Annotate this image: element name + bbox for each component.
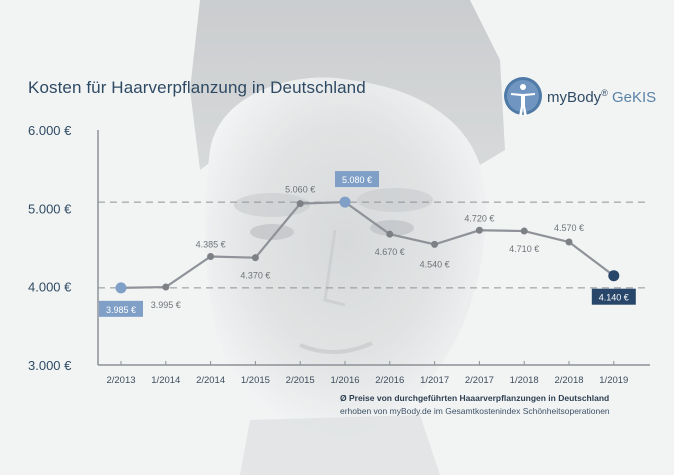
data-point [251, 254, 259, 262]
data-label: 4.710 € [509, 244, 539, 254]
data-point [386, 230, 394, 238]
x-tick-label: 1/2017 [420, 375, 449, 386]
data-label: 4.670 € [375, 247, 405, 257]
x-tick-label: 2/2016 [375, 375, 404, 386]
x-tick-label: 1/2019 [599, 375, 628, 386]
logo-brand: myBody [547, 89, 602, 106]
y-tick-label: 5.000 € [28, 201, 72, 216]
data-label: 4.570 € [554, 223, 584, 233]
y-tick-label: 6.000 € [28, 123, 72, 138]
x-tick-label: 1/2014 [151, 375, 180, 386]
x-tick-label: 2/2015 [286, 375, 315, 386]
data-label: 4.385 € [196, 240, 226, 250]
data-label: 4.540 € [420, 259, 450, 269]
data-point [339, 196, 351, 208]
x-tick-label: 2/2018 [554, 375, 583, 386]
footnote-primary: Ø Preise von durchgeführten Haaarverpfla… [340, 393, 610, 403]
data-label: 4.140 € [599, 293, 629, 303]
x-tick-label: 2/2014 [196, 375, 225, 386]
data-label: 5.060 € [285, 185, 315, 195]
x-tick-label: 2/2017 [465, 375, 494, 386]
x-tick-label: 1/2018 [510, 375, 539, 386]
data-label: 3.985 € [106, 305, 136, 315]
footnote-secondary: erhoben von myBody.de im Gesamtkostenind… [340, 406, 610, 416]
data-point [608, 270, 620, 282]
data-label-box [335, 171, 379, 188]
data-label: 4.370 € [240, 271, 270, 281]
x-tick-label: 2/2013 [106, 375, 135, 386]
data-point [115, 282, 127, 294]
x-tick-label: 1/2015 [241, 375, 270, 386]
logo-registered-mark: ® [601, 88, 608, 98]
logo-suffix: GeKIS [612, 89, 657, 106]
data-label-box [591, 288, 636, 305]
data-label: 3.995 € [151, 300, 181, 310]
series-line [120, 200, 615, 289]
logo-figure-icon [504, 77, 542, 116]
data-label: 4.720 € [464, 213, 494, 223]
data-label-box [99, 300, 143, 317]
logo-text: myBody® GeKIS [547, 88, 656, 106]
y-tick-label: 3.000 € [28, 358, 72, 373]
data-point [162, 283, 170, 291]
data-point [565, 238, 573, 246]
data-point [431, 240, 439, 248]
data-point [296, 200, 304, 208]
data-point [207, 253, 215, 261]
y-tick-label: 4.000 € [28, 280, 72, 295]
chart-title: Kosten für Haarverpflanzung in Deutschla… [28, 78, 366, 97]
data-point [520, 227, 528, 235]
data-point [475, 226, 483, 234]
mybody-logo: myBody® GeKIS [503, 74, 663, 122]
data-label: 5.080 € [342, 175, 372, 185]
x-tick-label: 1/2016 [330, 375, 359, 386]
